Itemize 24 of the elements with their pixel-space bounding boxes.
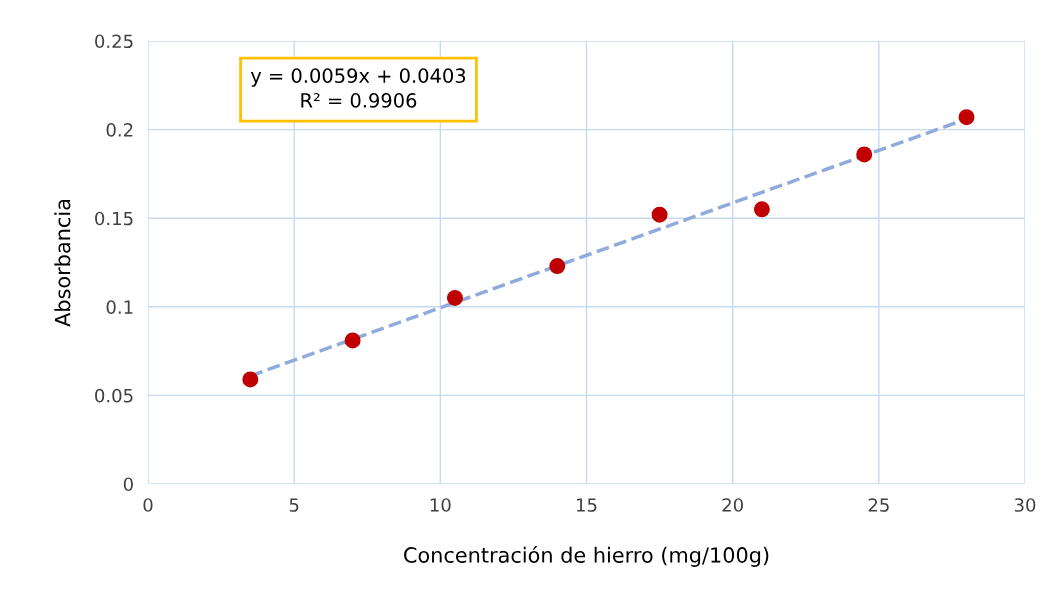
annotation: y = 0.0059x + 0.0403 R² = 0.9906: [250, 68, 466, 108]
y-tick-label: 0.15: [95, 211, 133, 226]
y-tick-label: 0.2: [106, 123, 133, 137]
y-axis-title: Absorbancia: [54, 199, 71, 327]
y-tick-label: 0.05: [95, 388, 133, 403]
point: [651, 206, 668, 223]
x-tick-label: 10: [430, 498, 451, 512]
point: [549, 258, 566, 275]
y-tick-label: 0: [123, 477, 133, 492]
x-tick-label: 5: [289, 498, 299, 512]
x-tick-label: 0: [143, 498, 153, 512]
point: [242, 371, 259, 388]
x-axis-title: Concentración de hierro (mg/100g): [404, 545, 769, 567]
point: [753, 201, 770, 218]
x-tick-label: 20: [722, 498, 743, 512]
point: [856, 146, 873, 163]
x-tick-label: 25: [868, 498, 889, 512]
point: [958, 109, 975, 126]
point: [446, 289, 463, 306]
y-tick-label: 0.1: [106, 300, 133, 314]
y-tick-label: 0.25: [95, 34, 133, 49]
x-tick-label: 30: [1014, 498, 1036, 512]
point: [344, 332, 361, 349]
x-tick-label: 15: [577, 498, 597, 512]
